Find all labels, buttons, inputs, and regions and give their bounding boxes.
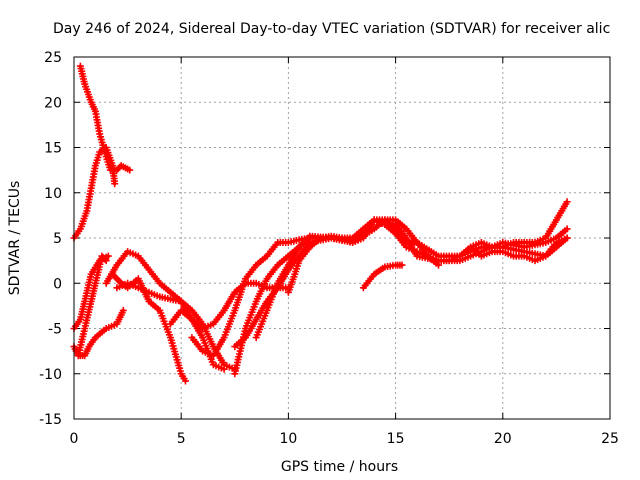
series-markers [70,252,112,332]
grid-layer [74,57,610,419]
y-tick-label: 15 [44,141,62,157]
y-tick-label: -15 [39,412,62,428]
series-markers [359,261,406,292]
y-tick-label: 0 [53,276,62,292]
y-axis-label: SDTVAR / TECUs [7,181,23,296]
series-markers [467,198,571,251]
series-track-10 [188,234,314,360]
y-tick-label: 5 [53,231,62,247]
x-tick-label: 5 [177,431,186,447]
series-markers [284,216,571,296]
x-axis-label: GPS time / hours [281,459,398,475]
series-track-5 [74,252,110,360]
series-track-2 [70,144,119,242]
y-tick-label: 25 [44,50,62,66]
chart-title: Day 246 of 2024, Sidereal Day-to-day VTE… [53,21,610,37]
y-tick-label: 10 [44,186,62,202]
series-track-15 [359,261,406,292]
series-track-4 [70,252,112,332]
series-markers [74,252,110,360]
series-markers [188,234,314,360]
y-tick-label: -5 [48,322,62,338]
series-layer [70,62,571,385]
x-tick-label: 25 [601,431,619,447]
y-tick-label: -10 [39,367,62,383]
y-tick-label: 20 [44,95,62,111]
tick-label-layer: 0 5 10 15 20 25 -15 -10 -5 0 5 10 15 20 25 [39,50,619,447]
series-track-6 [102,248,239,373]
x-tick-label: 0 [70,431,79,447]
series-track-16 [467,198,571,251]
series-markers [76,62,134,174]
x-tick-label: 20 [494,431,512,447]
plot-frame [73,56,611,420]
x-tick-label: 10 [279,431,297,447]
x-tick-label: 15 [387,431,405,447]
series-track-14 [284,216,571,296]
series-track-1 [76,62,134,174]
